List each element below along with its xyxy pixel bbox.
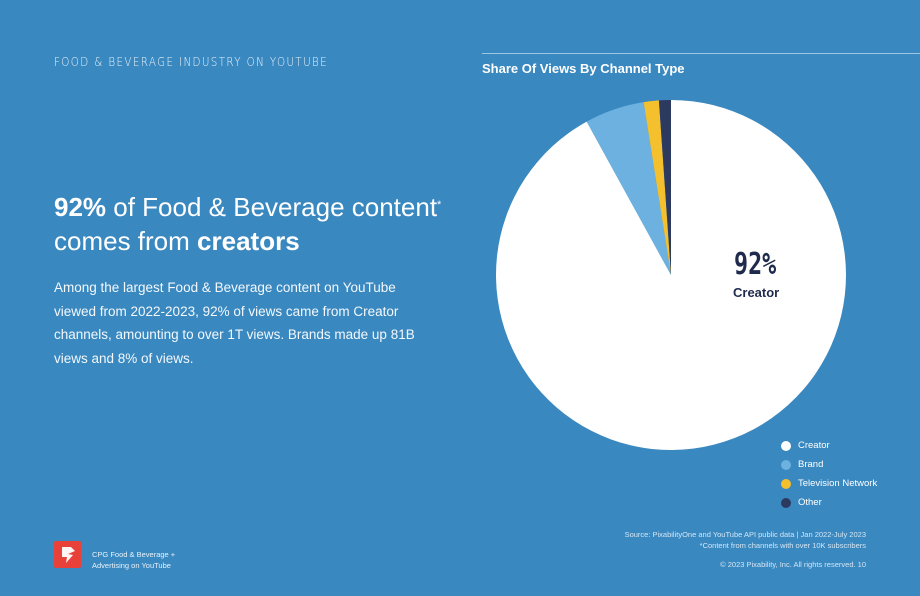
headline-stat: 92% xyxy=(54,192,107,222)
body-paragraph: Among the largest Food & Beverage conten… xyxy=(54,280,415,366)
chart-legend: Creator Brand Television Network Other xyxy=(781,436,877,512)
headline-text-2: comes from xyxy=(54,226,198,256)
chart-title: Share Of Views By Channel Type xyxy=(482,61,685,76)
legend-item-brand: Brand xyxy=(781,455,877,474)
footnote-text: *Content from channels with over 10K sub… xyxy=(699,541,866,550)
legend-label: Creator xyxy=(798,440,830,451)
legend-swatch xyxy=(781,478,791,489)
divider-line xyxy=(482,53,920,54)
legend-swatch xyxy=(781,440,791,451)
copyright-text: © 2023 Pixability, Inc. All rights reser… xyxy=(720,560,866,569)
section-eyebrow: FOOD & BEVERAGE INDUSTRY ON YOUTUBE xyxy=(54,55,329,69)
pie-slice-television-network xyxy=(643,100,671,275)
headline-asterisk: * xyxy=(437,199,442,211)
legend-swatch xyxy=(781,459,791,470)
legend-item-creator: Creator xyxy=(781,436,877,455)
headline-text-1: of Food & Beverage content xyxy=(106,192,438,222)
pie-slice-brand xyxy=(586,102,671,275)
legend-item-other: Other xyxy=(781,493,877,512)
pie-data-label-name: Creator xyxy=(733,285,780,300)
pie-slice-other xyxy=(658,100,671,275)
pixability-logo-icon xyxy=(54,541,81,568)
source-note: Source: PixabilityOne and YouTube API pu… xyxy=(625,529,866,551)
footer-brand: CPG Food & Beverage + Advertising on You… xyxy=(92,549,175,571)
legend-label: Brand xyxy=(798,459,824,470)
footer-brand-line-1: CPG Food & Beverage + xyxy=(92,550,176,559)
headline-emphasis: creators xyxy=(197,226,300,256)
legend-label: Other xyxy=(798,497,822,508)
legend-swatch xyxy=(781,497,791,508)
legend-item-television-network: Television Network xyxy=(781,474,877,493)
legend-label: Television Network xyxy=(798,478,878,489)
footer-brand-line-2: Advertising on YouTube xyxy=(92,561,171,570)
source-text: Source: PixabilityOne and YouTube API pu… xyxy=(624,530,866,539)
page-headline: 92% of Food & Beverage content* comes fr… xyxy=(54,190,454,258)
pie-data-label-value: 92% xyxy=(734,247,777,282)
